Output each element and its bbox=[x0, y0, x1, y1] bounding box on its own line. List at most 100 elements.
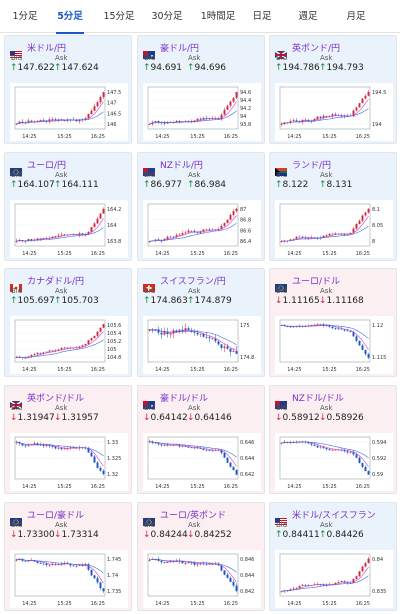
candle-body bbox=[295, 587, 298, 589]
ask-price: ↓0.84252 bbox=[187, 530, 232, 540]
currency-card[interactable]: スイスフラン/円 Bid Ask ↑174.863 ↑174.879 175 174.8 14… bbox=[137, 268, 265, 377]
x-tick-label: 14:25 bbox=[287, 601, 301, 607]
candle-body bbox=[319, 446, 322, 448]
currency-card[interactable]: NZドル/円 Bid Ask ↑86.977 ↑86.984 87 86.8 86.6 86.4… bbox=[137, 152, 265, 261]
x-tick-label: 14:25 bbox=[22, 601, 36, 607]
candle-body bbox=[307, 441, 310, 444]
price-chart[interactable]: 94.6 94.4 94.2 94 93.8 14:25 15:25 16:25 bbox=[143, 83, 261, 141]
candle-body bbox=[24, 445, 27, 447]
y-tick-label: 94.4 bbox=[240, 98, 251, 104]
candle-body bbox=[313, 584, 316, 586]
bid-price: ↓0.84244 bbox=[143, 530, 188, 540]
tab-3[interactable]: 30分足 bbox=[151, 11, 183, 22]
currency-card[interactable]: 英ポンド/円 Bid Ask ↑194.786 ↑194.793 194.5 194 14:2… bbox=[269, 35, 397, 144]
tab-1[interactable]: 5分足 bbox=[50, 0, 90, 34]
price-chart[interactable]: 175 174.8 14:25 15:25 16:25 bbox=[143, 316, 261, 374]
price-chart[interactable]: 0.646 0.644 0.642 14:25 15:25 16:25 bbox=[143, 433, 261, 491]
currency-card[interactable]: 米ドル/円 Bid Ask ↑147.622 ↑147.624 147.5 147 146.5… bbox=[4, 35, 132, 144]
currency-card[interactable]: ユーロ/英ポンド Bid Ask ↓0.84244 ↓0.84252 0.846 0.844… bbox=[137, 502, 265, 611]
candle-body bbox=[346, 234, 349, 235]
candle-body bbox=[196, 232, 199, 234]
price-chart[interactable]: 0.846 0.844 0.842 14:25 15:25 16:25 bbox=[143, 550, 261, 608]
candle-body bbox=[355, 576, 358, 579]
candle-body bbox=[199, 447, 202, 449]
tab-0[interactable]: 1分足 bbox=[12, 11, 38, 22]
tab-5[interactable]: 日足 bbox=[252, 11, 272, 22]
y-tick-label: 1.735 bbox=[107, 589, 121, 595]
currency-card[interactable]: 英ポンド/ドル Bid Ask ↓1.31947 ↓1.31957 1.33 1.325 1.… bbox=[4, 385, 132, 494]
chart-bg bbox=[143, 550, 261, 608]
candle-body bbox=[54, 119, 57, 121]
candle-body bbox=[78, 346, 81, 348]
y-tick-label: 0.844 bbox=[240, 573, 254, 579]
currency-card[interactable]: ユーロ/ドル Bid Ask ↓1.11165 ↓1.11168 1.12 1.115 14:… bbox=[269, 268, 397, 377]
price-chart[interactable]: 194.5 194 14:25 15:25 16:25 bbox=[275, 83, 393, 141]
price-chart[interactable]: 1.33 1.325 1.32 14:25 15:25 16:25 bbox=[10, 433, 128, 491]
candle-body bbox=[220, 565, 223, 571]
candle-body bbox=[325, 584, 328, 586]
candle-body bbox=[48, 350, 51, 352]
candle-body bbox=[157, 239, 160, 241]
price-chart[interactable]: 0.594 0.592 0.59 14:25 15:25 16:25 bbox=[275, 433, 393, 491]
currency-card[interactable]: ランド/円 Bid Ask ↑8.122 ↑8.131 8.1 8.05 8 14:25 15:2… bbox=[269, 152, 397, 261]
currency-card[interactable]: ユーロ/豪ドル Bid Ask ↓1.73300 ↓1.73314 1.745 1.74 1.… bbox=[4, 502, 132, 611]
ma-long-line bbox=[281, 575, 369, 592]
tab-4[interactable]: 1時間足 bbox=[200, 11, 236, 22]
candle-body bbox=[211, 450, 214, 452]
candle-body bbox=[328, 449, 331, 451]
price-chart[interactable]: 147.5 147 146.5 146 14:25 15:25 16:25 bbox=[10, 83, 128, 141]
ma-long-line bbox=[281, 108, 369, 125]
bid-value: 164.107 bbox=[17, 180, 55, 190]
y-tick-label: 1.32 bbox=[107, 472, 118, 478]
candle-body bbox=[39, 352, 42, 354]
tab-2[interactable]: 15分足 bbox=[103, 11, 135, 22]
ma-long-line bbox=[149, 559, 237, 573]
price-chart[interactable]: 87 86.8 86.6 86.4 14:25 15:25 16:25 bbox=[143, 200, 261, 258]
candle-body bbox=[322, 235, 325, 238]
candle-body bbox=[232, 211, 235, 215]
candle-body bbox=[69, 447, 72, 449]
candle-body bbox=[214, 338, 217, 342]
candle-body bbox=[343, 581, 346, 582]
currency-card[interactable]: 米ドル/スイスフラン Bid Ask ↑0.84411 ↑0.84426 0.84 0.83… bbox=[269, 502, 397, 611]
price-chart[interactable]: 0.84 0.835 14:25 15:25 16:25 bbox=[275, 550, 393, 608]
candle-body bbox=[307, 119, 310, 121]
price-chart[interactable]: 1.745 1.74 1.735 14:25 15:25 16:25 bbox=[10, 550, 128, 608]
candle-body bbox=[316, 584, 319, 585]
ask-price: ↓1.31957 bbox=[54, 413, 99, 423]
tab-7[interactable]: 月足 bbox=[346, 11, 366, 22]
currency-card[interactable]: 豪ドル/ドル Bid Ask ↓0.64142 ↓0.64146 0.646 0.644 0.… bbox=[137, 385, 265, 494]
candle-body bbox=[30, 239, 33, 241]
candle-body bbox=[87, 340, 90, 344]
x-tick-label: 14:25 bbox=[22, 484, 36, 490]
price-chart[interactable]: 164.2 164 163.8 14:25 15:25 16:25 bbox=[10, 200, 128, 258]
candle-body bbox=[96, 578, 99, 583]
currency-card[interactable]: ユーロ/円 Bid Ask ↑164.107 ↑164.111 164.2 164 163.8… bbox=[4, 152, 132, 261]
pair-name: スイスフラン/円 bbox=[160, 277, 226, 287]
ask-value: 105.703 bbox=[61, 296, 99, 306]
arrow-up-icon: ↑ bbox=[275, 63, 283, 73]
price-chart[interactable]: 105.6 105.4 105.2 105 104.8 14:25 15:25 16:25 bbox=[10, 316, 128, 374]
ma-long-line bbox=[16, 558, 104, 574]
y-tick-label: 0.592 bbox=[372, 456, 386, 462]
candle-body bbox=[42, 238, 45, 239]
candle-body bbox=[99, 467, 102, 471]
price-chart[interactable]: 8.1 8.05 8 14:25 15:25 16:25 bbox=[275, 200, 393, 258]
candle-body bbox=[334, 582, 337, 585]
currency-card[interactable]: カナダドル/円 Bid Ask ↑105.697 ↑105.703 105.6 105.4 1… bbox=[4, 268, 132, 377]
bid-price: ↓1.11165 bbox=[275, 296, 320, 306]
candle-body bbox=[36, 352, 39, 355]
x-tick-label: 16:25 bbox=[91, 134, 105, 140]
pair-name: 英ポンド/ドル bbox=[27, 394, 85, 404]
candle-body bbox=[154, 442, 157, 444]
price-chart[interactable]: 1.12 1.115 14:25 15:25 16:25 bbox=[275, 316, 393, 374]
tab-6[interactable]: 週足 bbox=[298, 11, 318, 22]
currency-card[interactable]: 豪ドル/円 Bid Ask ↑94.691 ↑94.696 94.6 94.4 94.2 94 9… bbox=[137, 35, 265, 144]
candle-body bbox=[196, 332, 199, 335]
bid-price: ↑164.107 bbox=[10, 180, 55, 190]
candle-body bbox=[175, 235, 178, 238]
candle-body bbox=[205, 449, 208, 451]
currency-card[interactable]: NZドル/ドル Bid Ask ↓0.58912 ↓0.58926 0.594 0.592 0… bbox=[269, 385, 397, 494]
candle-body bbox=[211, 563, 214, 565]
candle-body bbox=[54, 446, 57, 449]
